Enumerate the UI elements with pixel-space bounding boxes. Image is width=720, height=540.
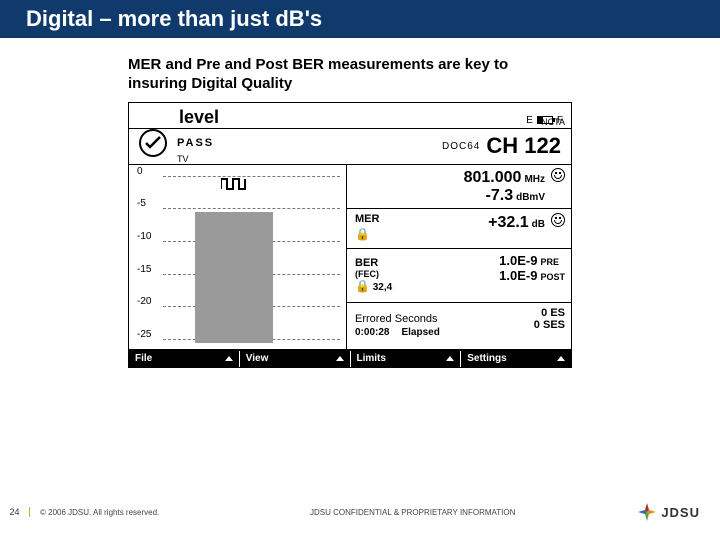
- batt-label-e: E: [526, 115, 533, 126]
- ber-values: 1.0E-9PRE 1.0E-9POST: [499, 253, 565, 283]
- menu-label: File: [135, 353, 152, 364]
- elapsed-time: 0:00:28: [355, 327, 389, 338]
- ber-lock-val: 32,4: [373, 282, 392, 293]
- ch-prefix: CH: [486, 133, 518, 158]
- graph-tick-label: -10: [137, 231, 151, 242]
- ber-post-label: POST: [540, 272, 565, 282]
- ber-pre-label: PRE: [540, 257, 559, 267]
- graph-tick-label: 0: [137, 166, 143, 177]
- graph-grid: [163, 171, 340, 343]
- freq-row: 801.000 MHz -7.3 dBmV: [347, 165, 571, 209]
- graph-tick-label: -20: [137, 296, 151, 307]
- slide-title: Digital – more than just dB's: [26, 6, 322, 32]
- doc-label: DOC64: [442, 141, 480, 152]
- slide-title-bar: Digital – more than just dB's: [0, 0, 720, 38]
- smiley-icon: [551, 213, 565, 227]
- device-header: level E F NCTA: [129, 103, 571, 129]
- values-column: 801.000 MHz -7.3 dBmV MER 🔒: [347, 165, 571, 349]
- graph-tick-label: -5: [137, 198, 146, 209]
- pass-text: PASS: [177, 137, 214, 149]
- pass-block: PASS TV: [129, 129, 347, 164]
- ncta-label: NCTA: [541, 117, 565, 127]
- signal-bar: [195, 212, 273, 343]
- slide-footer: 24 © 2006 JDSU. All rights reserved. JDS…: [0, 500, 720, 524]
- graph-gridline: [163, 176, 340, 177]
- header-title: level: [129, 107, 526, 128]
- graph-tick-label: -25: [137, 329, 151, 340]
- smiley-icon: [551, 168, 565, 182]
- menu-label: View: [246, 353, 269, 364]
- jdsu-logo: JDSU: [637, 502, 700, 522]
- ses-label: SES: [543, 319, 565, 331]
- elapsed-label: Elapsed: [401, 327, 439, 338]
- channel-block: DOC64 CH 122: [347, 129, 571, 164]
- lock-icon: 🔒: [355, 279, 370, 293]
- logo-text: JDSU: [661, 505, 700, 520]
- chevron-up-icon: [446, 356, 454, 361]
- slide-subtitle: MER and Pre and Post BER measurements ar…: [128, 56, 548, 94]
- errored-row: Errored Seconds 0:00:28 Elapsed 0 ES 0 S…: [347, 303, 571, 349]
- ber-pre-val: 1.0E-9: [499, 253, 537, 268]
- menu-label: Limits: [357, 353, 386, 364]
- pass-check-icon: [139, 129, 167, 157]
- freq-unit: MHz: [524, 174, 545, 185]
- logo-mark-icon: [637, 502, 657, 522]
- errored-values: 0 ES 0 SES: [534, 307, 565, 331]
- signal-graph: 0 -5 -10 -15 -20 -25: [129, 165, 347, 349]
- ses-val: 0: [534, 319, 540, 331]
- level-value: -7.3: [486, 187, 514, 205]
- menu-label: Settings: [467, 353, 506, 364]
- graph-gridline: [163, 208, 340, 209]
- page-number: 24: [0, 507, 30, 517]
- mer-label: MER: [355, 213, 379, 225]
- main-area: 0 -5 -10 -15 -20 -25 801.000 MHz -7.3 dBmV ME…: [129, 165, 571, 351]
- mer-row: MER 🔒 +32.1 dB: [347, 209, 571, 249]
- lock-icon: 🔒: [355, 227, 370, 241]
- copyright-text: © 2006 JDSU. All rights reserved.: [40, 508, 159, 517]
- tv-label: TV: [177, 154, 214, 164]
- confidential-text: JDSU CONFIDENTIAL & PROPRIETARY INFORMAT…: [310, 508, 515, 517]
- mer-unit: dB: [532, 219, 545, 230]
- es-label: ES: [550, 307, 565, 319]
- level-unit: dBmV: [516, 192, 545, 203]
- menu-bar: File View Limits Settings: [129, 351, 571, 367]
- square-wave-icon: [221, 177, 247, 191]
- graph-tick-label: -15: [137, 264, 151, 275]
- ber-post-val: 1.0E-9: [499, 268, 537, 283]
- freq-value: 801.000: [464, 169, 522, 187]
- chevron-up-icon: [225, 356, 233, 361]
- ber-row: BER (FEC) 🔒 32,4 1.0E-9PRE 1.0E-9POST: [347, 249, 571, 303]
- chevron-up-icon: [557, 356, 565, 361]
- menu-file[interactable]: File: [129, 351, 240, 367]
- mer-value: +32.1: [488, 214, 528, 232]
- status-row: PASS TV DOC64 CH 122: [129, 129, 571, 165]
- ch-number: 122: [524, 133, 561, 158]
- menu-limits[interactable]: Limits: [351, 351, 462, 367]
- chevron-up-icon: [336, 356, 344, 361]
- es-val: 0: [541, 307, 547, 319]
- menu-settings[interactable]: Settings: [461, 351, 571, 367]
- menu-view[interactable]: View: [240, 351, 351, 367]
- device-screen: level E F NCTA PASS TV DOC64 CH 122: [128, 102, 572, 368]
